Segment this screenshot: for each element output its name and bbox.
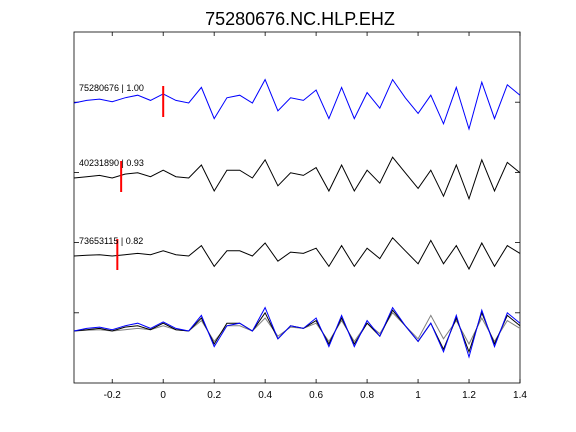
x-tick-label: 0 [160,390,166,401]
x-tick-label: 1.4 [513,390,527,401]
overlay-line [73,309,521,354]
traces: 75280676 | 1.00 40231890 | 0.93 73653115 |… [73,78,521,271]
trace-line [73,78,521,131]
x-axis: -0.2 0 0.2 0.4 0.6 0.8 1 1.2 1.4 [104,32,527,401]
x-tick-label: -0.2 [104,390,122,401]
overlay-traces [73,306,521,359]
overlay-line [73,311,521,346]
x-tick-label: 1.2 [462,390,476,401]
trace-label: 73653115 | 0.82 [79,236,143,246]
trace-line [73,156,521,201]
plot-frame [73,31,521,384]
overlay-line [73,306,521,359]
y-ticks [74,101,520,314]
trace-label: 75280676 | 1.00 [79,83,144,93]
chart-title: 75280676.NC.HLP.EHZ [205,9,395,29]
x-tick-label: 0.2 [207,390,221,401]
x-tick-label: 0.8 [360,390,374,401]
trace-line [73,236,521,271]
x-tick-label: 0.4 [258,390,272,401]
x-tick-label: 0.6 [309,390,323,401]
x-tick-label: 1 [415,390,421,401]
trace-label: 40231890 | 0.93 [79,158,144,168]
